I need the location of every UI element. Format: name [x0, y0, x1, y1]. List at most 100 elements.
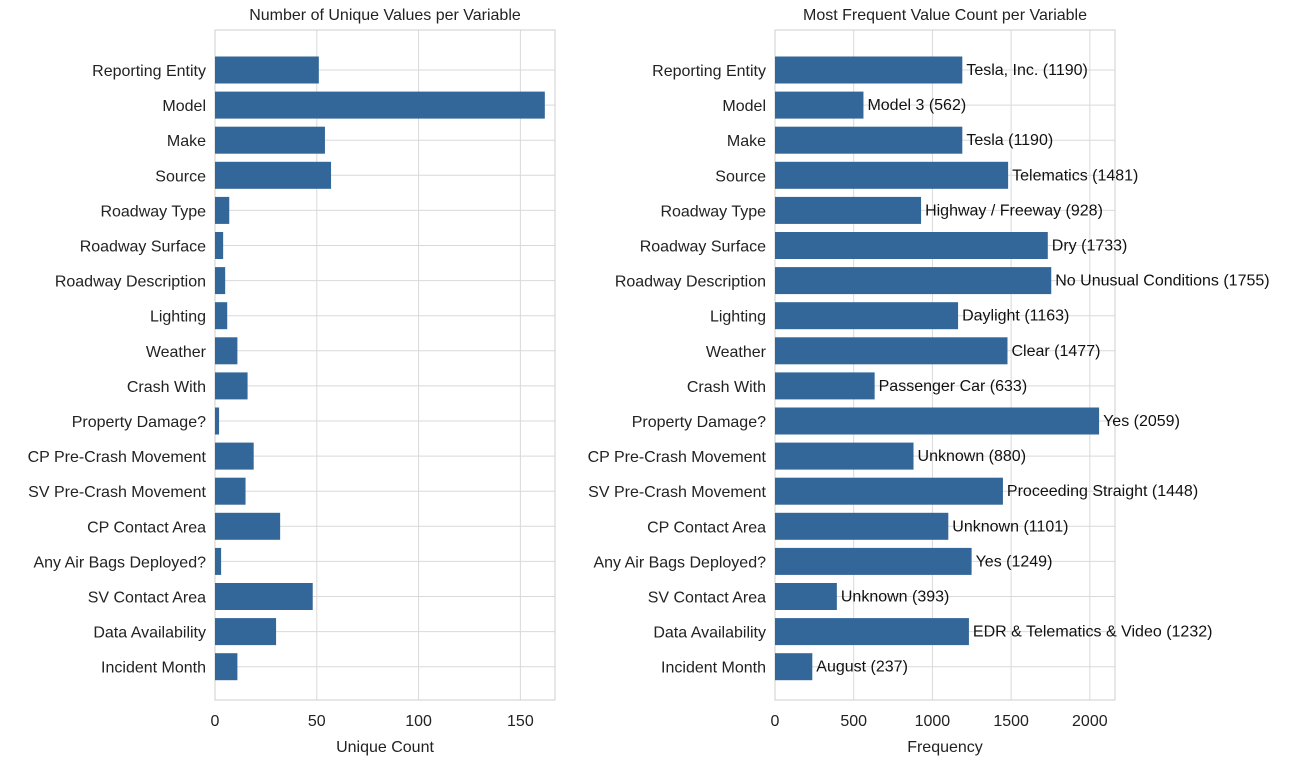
chart-panel-1: Number of Unique Values per Variable Repo… — [28, 7, 556, 756]
x-tick-label: 500 — [840, 713, 867, 730]
x-axis-label: Unique Count — [336, 739, 434, 756]
data-label: Tesla (1190) — [966, 132, 1053, 149]
category-label: Model — [162, 98, 206, 115]
category-label: Data Availability — [93, 625, 206, 642]
bar — [775, 442, 914, 470]
category-label: Make — [727, 133, 766, 150]
bar — [215, 56, 319, 84]
category-label: Lighting — [150, 309, 206, 326]
chart-title: Most Frequent Value Count per Variable — [803, 7, 1087, 24]
category-label: Roadway Description — [615, 274, 766, 291]
x-axis-label: Frequency — [907, 739, 983, 756]
bar — [775, 653, 813, 681]
category-label: Any Air Bags Deployed? — [33, 554, 206, 571]
data-label: Highway / Freeway (928) — [925, 202, 1103, 219]
bar — [775, 126, 963, 154]
bar — [775, 161, 1009, 189]
category-label: Reporting Entity — [92, 63, 206, 80]
bar — [775, 196, 922, 224]
category-label: Roadway Surface — [640, 239, 766, 256]
bar — [775, 512, 949, 540]
category-label: SV Pre-Crash Movement — [28, 484, 206, 501]
data-label: Yes (1249) — [976, 553, 1053, 570]
chart-title: Number of Unique Values per Variable — [249, 7, 521, 24]
category-label: Model — [722, 98, 766, 115]
bar — [215, 512, 281, 540]
category-label: Weather — [706, 344, 767, 361]
x-tick-label: 100 — [405, 713, 432, 730]
bar — [215, 547, 222, 575]
data-label: No Unusual Conditions (1755) — [1055, 273, 1269, 290]
x-tick-label: 2000 — [1072, 713, 1108, 730]
bar — [215, 91, 545, 119]
data-label: Model 3 (562) — [867, 97, 966, 114]
data-label: EDR & Telematics & Video (1232) — [973, 624, 1213, 641]
bar — [215, 126, 325, 154]
category-label: Reporting Entity — [652, 63, 766, 80]
bar — [215, 477, 246, 505]
category-label: Lighting — [710, 309, 766, 326]
x-tick-label: 0 — [211, 713, 220, 730]
x-tick-label: 50 — [308, 713, 326, 730]
category-label: SV Contact Area — [88, 590, 206, 607]
bar — [775, 91, 864, 119]
data-label: Unknown (393) — [841, 589, 950, 606]
bar — [775, 372, 875, 400]
bar — [215, 302, 228, 330]
data-label: Telematics (1481) — [1012, 167, 1138, 184]
data-label: Passenger Car (633) — [879, 378, 1028, 395]
bar — [775, 337, 1008, 365]
bar — [215, 196, 230, 224]
bar — [215, 653, 238, 681]
data-label: August (237) — [816, 659, 908, 676]
category-label: SV Pre-Crash Movement — [588, 484, 766, 501]
category-label: Source — [155, 168, 206, 185]
bar — [215, 442, 254, 470]
category-label: CP Pre-Crash Movement — [28, 449, 207, 466]
category-label: Roadway Description — [55, 274, 206, 291]
category-label: Incident Month — [101, 660, 206, 677]
chart-panel-2: Most Frequent Value Count per Variable Re… — [588, 7, 1270, 756]
data-label: Clear (1477) — [1011, 343, 1100, 360]
data-label: Proceeding Straight (1448) — [1007, 483, 1198, 500]
bar — [775, 407, 1100, 435]
plot-frame — [774, 29, 1116, 701]
category-label: Crash With — [127, 379, 206, 396]
bar — [215, 267, 226, 295]
plot-frame — [214, 29, 556, 701]
bar — [215, 232, 224, 259]
category-label: Roadway Type — [100, 203, 206, 220]
x-tick-label: 1500 — [993, 713, 1029, 730]
category-label: Source — [715, 168, 766, 185]
category-label: Data Availability — [653, 625, 766, 642]
category-label: Weather — [146, 344, 207, 361]
category-label: CP Contact Area — [87, 519, 206, 536]
category-label: Roadway Surface — [80, 239, 206, 256]
category-label: CP Contact Area — [647, 519, 766, 536]
category-label: Incident Month — [661, 660, 766, 677]
bar — [215, 407, 220, 435]
bar — [775, 267, 1052, 295]
bar — [775, 56, 963, 84]
category-label: Any Air Bags Deployed? — [593, 554, 766, 571]
data-label: Dry (1733) — [1052, 238, 1128, 255]
bar — [775, 583, 837, 610]
bar — [215, 372, 248, 400]
category-label: Crash With — [687, 379, 766, 396]
bar — [775, 618, 969, 646]
data-label: Unknown (1101) — [952, 518, 1068, 535]
data-label: Tesla, Inc. (1190) — [966, 62, 1088, 79]
bar — [775, 547, 972, 575]
data-label: Yes (2059) — [1103, 413, 1180, 430]
category-label: Property Damage? — [72, 414, 206, 431]
bar — [775, 302, 959, 330]
x-tick-label: 1000 — [915, 713, 951, 730]
bar — [215, 161, 332, 189]
bar — [775, 232, 1048, 259]
category-label: Property Damage? — [632, 414, 766, 431]
category-label: Roadway Type — [660, 203, 766, 220]
category-label: CP Pre-Crash Movement — [588, 449, 767, 466]
bar — [215, 583, 313, 610]
